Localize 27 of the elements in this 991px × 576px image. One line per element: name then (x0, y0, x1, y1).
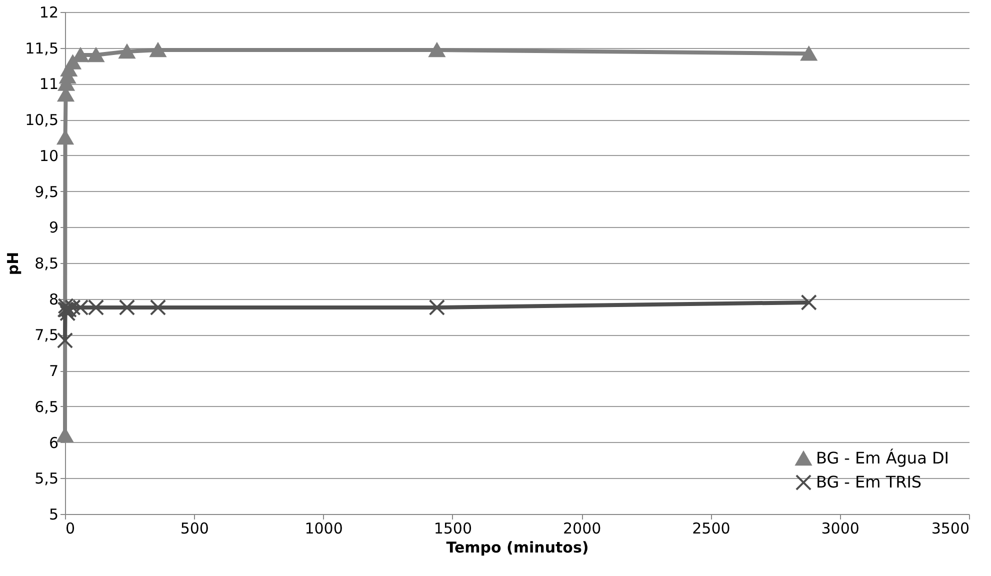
y-tick-label: 9 (48, 218, 58, 237)
x-tick-label: 2000 (562, 520, 602, 538)
y-tick-label: 11 (39, 75, 58, 94)
y-tick-label: 11,5 (25, 39, 58, 58)
x-tick-label: 2500 (692, 520, 730, 538)
y-tick-label: 5,5 (34, 470, 58, 488)
y-tick-label: 6,5 (34, 398, 58, 416)
y-tick-label: 7,5 (34, 326, 58, 344)
y-tick-label: 5 (48, 506, 58, 524)
x-tick-label: 3000 (821, 520, 860, 538)
y-tick-label: 10 (39, 146, 58, 165)
x-tick-label: 3500 (931, 520, 970, 538)
y-tick-label: 7 (48, 362, 58, 380)
x-axis-title: Tempo (minutos) (446, 538, 589, 556)
y-axis-title: pH (4, 252, 22, 276)
x-tick-label: 1000 (304, 520, 343, 538)
y-tick-label: 9,5 (34, 182, 58, 201)
y-tick-label: 6 (48, 434, 58, 452)
x-tick-label: 1500 (434, 520, 472, 538)
legend-label: BG - Em TRIS (816, 472, 922, 492)
y-tick-label: 8,5 (34, 254, 58, 272)
legend-label: BG - Em Água DI (816, 448, 949, 468)
y-tick-label: 8 (48, 290, 58, 308)
x-tick-label: 500 (180, 520, 209, 538)
y-tick-label: 10,5 (25, 111, 58, 130)
y-tick-label: 12 (39, 4, 58, 22)
x-tick-label: 0 (66, 520, 76, 538)
